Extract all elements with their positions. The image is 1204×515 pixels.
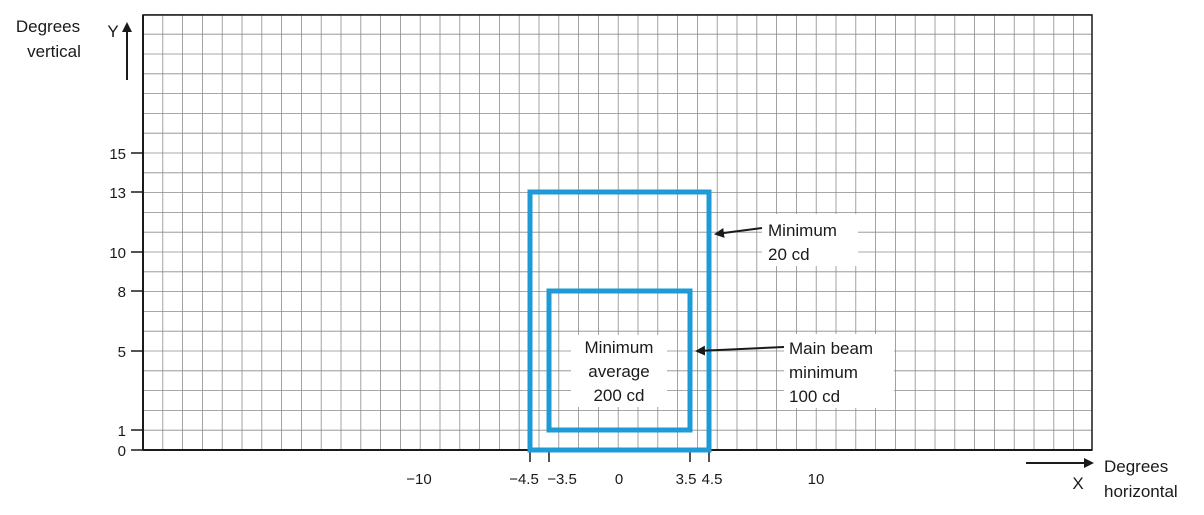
- x-axis-title-line2: horizontal: [1104, 482, 1178, 501]
- outer-callout-line2: 20 cd: [768, 245, 810, 264]
- inner-callout-line2: minimum: [789, 363, 858, 382]
- x-tick-label: −3.5: [547, 471, 577, 488]
- y-tick-label: 10: [109, 245, 126, 262]
- y-tick-label: 15: [109, 146, 126, 163]
- y-tick-label: 8: [118, 284, 126, 301]
- y-axis-letter: Y: [107, 22, 118, 41]
- y-tick-label: 0: [118, 443, 126, 460]
- x-tick-label: 0: [615, 471, 623, 488]
- outer-callout-arrow: [714, 227, 763, 238]
- x-tick-label: 4.5: [702, 471, 723, 488]
- inner-center-label-line1: Minimum: [585, 338, 654, 357]
- y-axis-title-line2: vertical: [27, 42, 81, 61]
- x-axis-title-line1: Degrees: [1104, 457, 1168, 476]
- inner-callout-arrow: [695, 345, 785, 356]
- inner-callout-line3: 100 cd: [789, 387, 840, 406]
- x-tick-label: 3.5: [676, 471, 697, 488]
- y-tick-label: 1: [118, 423, 126, 440]
- y-axis-title-line1: Degrees: [16, 17, 80, 36]
- x-tick-label: −10: [406, 471, 431, 488]
- outer-callout-line1: Minimum: [768, 221, 837, 240]
- inner-center-label-line3: 200 cd: [593, 386, 644, 405]
- y-tick-label: 5: [118, 344, 126, 361]
- inner-center-label-line2: average: [588, 362, 649, 381]
- x-tick-label: −4.5: [509, 471, 539, 488]
- y-tick-label: 13: [109, 185, 126, 202]
- inner-zone-box: [546, 288, 693, 433]
- x-tick-label: 10: [808, 471, 825, 488]
- outer-zone-box: [527, 189, 712, 453]
- inner-callout-line1: Main beam: [789, 339, 873, 358]
- x-axis-letter: X: [1072, 474, 1083, 493]
- y-tick-marks: [131, 152, 143, 451]
